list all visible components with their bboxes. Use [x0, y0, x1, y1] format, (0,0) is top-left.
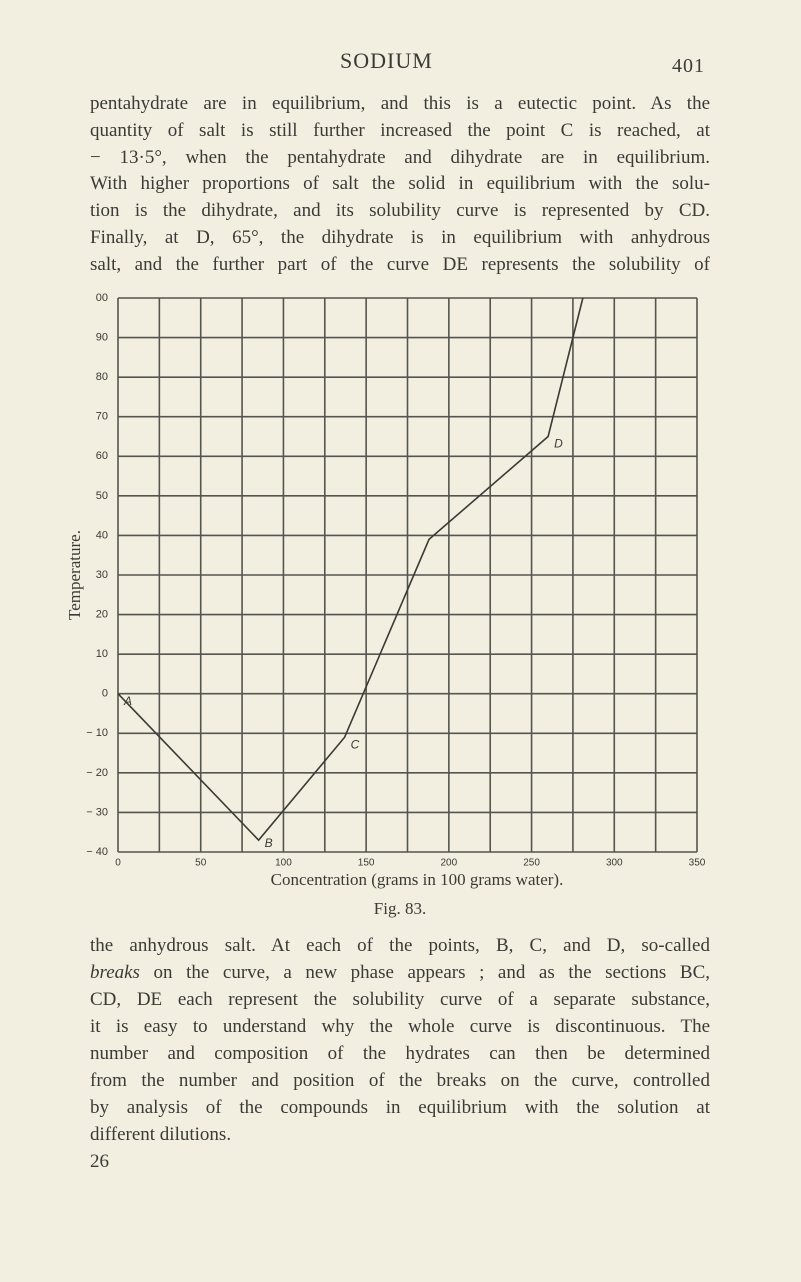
text-line: With higher proportions of salt the soli…	[90, 173, 710, 195]
text-line: by analysis of the compounds in equilibr…	[90, 1097, 710, 1118]
emphasis: breaks	[90, 962, 140, 983]
text-line: it is easy to understand why the whole c…	[90, 1016, 710, 1037]
y-tick-label: 30	[96, 569, 108, 581]
y-tick-label: − 20	[86, 767, 108, 779]
y-tick-label: − 10	[86, 727, 108, 739]
x-tick-label: 0	[115, 858, 121, 869]
text-line: CD, DE each represent the solubility cur…	[90, 989, 710, 1010]
y-tick-label: 10	[96, 648, 108, 660]
chart: Concentration (grams in 100 grams water)…	[65, 292, 706, 918]
text-line: tion is the dihydrate, and its solubilit…	[90, 200, 710, 222]
signature: 26	[90, 1151, 109, 1172]
text-line: pentahydrate are in equilibrium, and thi…	[90, 93, 710, 114]
x-tick-label: 150	[358, 858, 375, 869]
text-line: quantity of salt is still further increa…	[90, 119, 710, 141]
x-tick-label: 250	[523, 858, 540, 869]
point-label: D	[554, 437, 563, 451]
text: on the curve, a new phase appears ; and …	[139, 962, 710, 983]
y-tick-label: − 30	[86, 806, 108, 818]
text-line: different dilutions.	[90, 1124, 232, 1145]
point-label: A	[123, 694, 132, 708]
x-tick-label: 100	[275, 858, 292, 869]
y-tick-label: 90	[96, 331, 108, 343]
text-line: breaks on the curve, a new phase appears…	[90, 961, 710, 985]
x-tick-label: 350	[689, 858, 706, 869]
y-tick-label: 20	[96, 608, 108, 620]
y-tick-label: 60	[96, 450, 108, 462]
text-line: the anhydrous salt. At each of the point…	[90, 935, 710, 956]
point-label: C	[351, 737, 360, 751]
y-tick-label: 80	[96, 371, 108, 383]
text-line: Finally, at D, 65°, the dihydrate is in …	[90, 227, 710, 248]
y-tick-label: 50	[96, 490, 108, 502]
text-line: salt, and the further part of the curve …	[90, 253, 710, 275]
y-tick-label: 70	[96, 411, 108, 423]
y-tick-label: − 40	[86, 846, 108, 858]
text-line: from the number and position of the brea…	[90, 1070, 710, 1091]
text-line: number and composition of the hydrates c…	[90, 1043, 710, 1064]
y-tick-label: 40	[96, 529, 108, 541]
figure-caption: Fig. 83.	[374, 899, 426, 918]
x-axis-label: Concentration (grams in 100 grams water)…	[271, 870, 564, 889]
y-axis-label: Temperature.	[65, 530, 84, 620]
x-tick-label: 50	[195, 858, 207, 869]
running-head: SODIUM	[340, 48, 433, 73]
text-line: − 13·5°, when the pentahydrate and dihyd…	[90, 146, 710, 168]
page-number: 401	[672, 55, 705, 77]
x-tick-label: 300	[606, 858, 623, 869]
curve	[117, 297, 584, 842]
x-tick-label: 200	[441, 858, 458, 869]
y-tick-label: 0	[102, 688, 108, 700]
point-label: B	[265, 836, 273, 850]
y-tick-label: 00	[96, 292, 108, 304]
